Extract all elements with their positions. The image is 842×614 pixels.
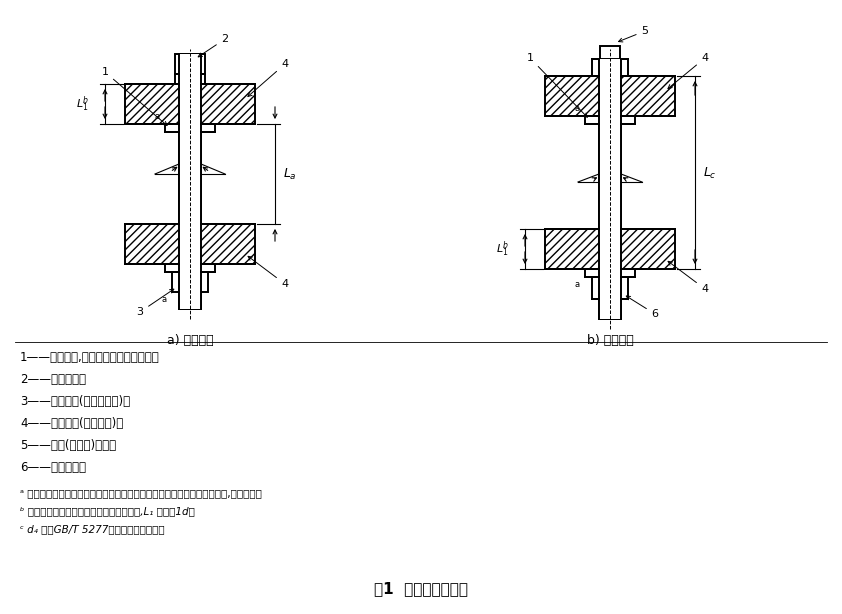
Text: a: a [162,295,167,304]
Text: 4: 4 [248,59,289,96]
Bar [180,292,200,309]
Bar [545,76,675,116]
Bar [585,269,635,277]
Text: b) 螺栓试件: b) 螺栓试件 [587,334,633,347]
Bar [545,229,675,269]
Bar [165,264,215,272]
Text: 2——螺母试件；: 2——螺母试件； [20,373,86,386]
Text: $L_c$: $L_c$ [703,165,717,181]
Bar [592,59,628,76]
Text: 6: 6 [626,296,658,319]
Bar [600,46,620,59]
Text: 5: 5 [619,26,648,42]
Text: 图1  夹具和试件装夹: 图1 夹具和试件装夹 [374,581,468,596]
Bar [179,54,201,309]
Bar [585,116,635,124]
Bar [125,224,255,264]
Text: $L_a$: $L_a$ [283,166,297,182]
Text: 2: 2 [198,34,228,57]
Text: 6——试验螺母。: 6——试验螺母。 [20,461,86,474]
Text: a: a [575,104,580,113]
Text: 4: 4 [668,262,709,294]
Bar [600,299,620,319]
Text: a) 螺母试件: a) 螺母试件 [167,334,213,347]
Bar [175,74,205,84]
Text: 3: 3 [136,289,173,317]
Text: $\phi d_4^c$: $\phi d_4^c$ [179,184,200,201]
Text: $\phi d_4^c$: $\phi d_4^c$ [600,194,621,211]
Bar [179,54,201,309]
Text: 4——试验装置(夹紧元件)；: 4——试验装置(夹紧元件)； [20,417,123,430]
Bar [592,277,628,299]
Bar [599,59,621,319]
Text: 1: 1 [102,67,167,125]
Bar [172,272,208,292]
Bar [175,54,205,74]
Text: 1——试验垫片,试验垫圈或者专用垫圈；: 1——试验垫片,试验垫圈或者专用垫圈； [20,351,160,364]
Text: a: a [575,280,580,289]
Bar [599,59,621,319]
Text: 3——试验螺栓(或试验螺钉)；: 3——试验螺栓(或试验螺钉)； [20,395,131,408]
Text: $L_1^b$: $L_1^b$ [496,239,509,258]
Text: 1: 1 [526,53,588,117]
Text: a: a [155,112,160,121]
Text: ᵇ 在达到屈服夹紧力或极限夹紧力的情况下,L₁ 至少为1d。: ᵇ 在达到屈服夹紧力或极限夹紧力的情况下,L₁ 至少为1d。 [20,506,195,516]
Text: 4: 4 [668,53,709,88]
Text: 4: 4 [248,256,289,289]
Text: 5——螺栓(或螺钉)试件；: 5——螺栓(或螺钉)试件； [20,439,116,452]
Text: ᵃ 应采用适当的方法固定试验垫片或试验垫圈和螺栓头部或螺母以防止转动,并应对中。: ᵃ 应采用适当的方法固定试验垫片或试验垫圈和螺栓头部或螺母以防止转动,并应对中。 [20,488,262,498]
Text: $L_1^b$: $L_1^b$ [77,94,90,114]
Bar [165,124,215,132]
Text: ᶜ d₄ 符合GB/T 5277精装配系列的规定。: ᶜ d₄ 符合GB/T 5277精装配系列的规定。 [20,524,165,534]
Bar [125,84,255,124]
